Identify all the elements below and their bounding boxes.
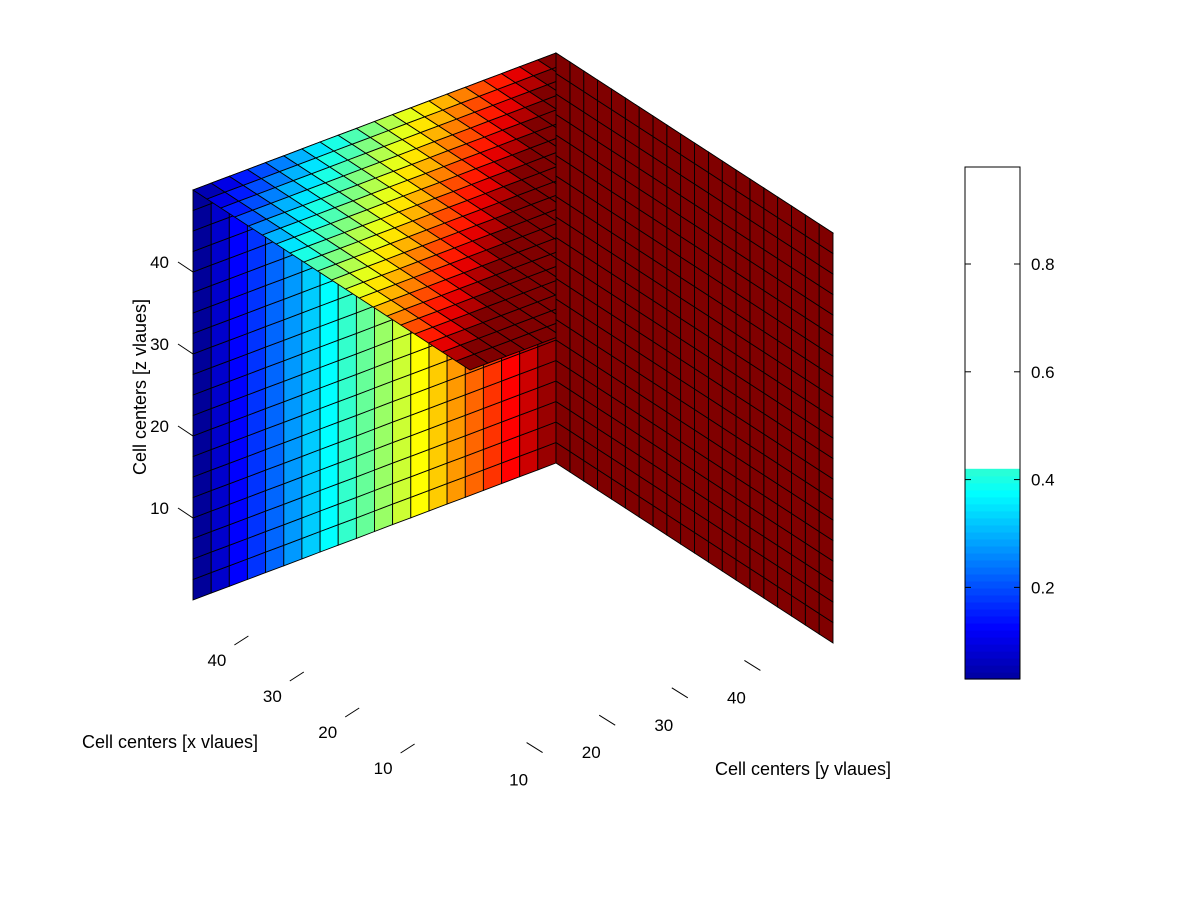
cell-right bbox=[555, 52, 571, 84]
colorbar-swatch bbox=[965, 644, 1020, 652]
x-tick-label: 30 bbox=[263, 687, 282, 706]
colorbar-swatch bbox=[965, 672, 1020, 680]
y-tick bbox=[526, 742, 543, 754]
z-tick bbox=[177, 507, 194, 519]
x-tick bbox=[289, 671, 305, 682]
axes: 10 20 30 40 10 20 30 40 10 20 30 40 Cell centers … bbox=[82, 253, 891, 790]
y-tick bbox=[598, 714, 616, 726]
right-face bbox=[555, 52, 834, 644]
z-axis-title: Cell centers [z vlaues] bbox=[130, 299, 150, 475]
cube-plot bbox=[192, 52, 834, 644]
colorbar-swatch bbox=[965, 503, 1020, 512]
colorbar-swatch bbox=[965, 615, 1020, 624]
colorbar-tick-label: 0.4 bbox=[1031, 471, 1055, 490]
colorbar-swatch bbox=[965, 510, 1020, 519]
y-tick-label: 40 bbox=[727, 688, 746, 707]
z-tick-label: 30 bbox=[150, 335, 169, 354]
y-tick-label: 30 bbox=[654, 716, 673, 735]
colorbar-tick-label: 0.8 bbox=[1031, 255, 1055, 274]
z-tick-label: 10 bbox=[150, 499, 169, 518]
colorbar-swatch bbox=[965, 482, 1020, 491]
y-tick bbox=[744, 659, 761, 671]
colorbar-swatch bbox=[965, 608, 1020, 617]
y-tick bbox=[671, 687, 689, 699]
colorbar-swatch bbox=[965, 651, 1020, 659]
colorbar-swatch bbox=[965, 594, 1020, 603]
colorbar: 0.2 0.4 0.6 0.8 bbox=[964, 166, 1055, 680]
colorbar-swatch bbox=[965, 601, 1020, 610]
z-tick-label: 20 bbox=[150, 417, 169, 436]
z-tick-label: 40 bbox=[150, 253, 169, 272]
colorbar-swatch bbox=[965, 468, 1020, 477]
colorbar-swatch bbox=[965, 559, 1020, 568]
z-tick bbox=[177, 261, 194, 273]
colorbar-swatch bbox=[965, 496, 1020, 505]
colorbar-swatch bbox=[965, 552, 1020, 561]
z-tick bbox=[177, 425, 194, 437]
colorbar-swatch bbox=[965, 524, 1020, 533]
z-axis: 10 20 30 40 bbox=[150, 253, 194, 519]
colorbar-swatch bbox=[965, 665, 1020, 673]
colorbar-swatch bbox=[965, 637, 1020, 645]
colorbar-frame bbox=[964, 166, 1021, 680]
colorbar-swatch bbox=[965, 531, 1020, 540]
y-tick-label: 10 bbox=[509, 771, 528, 790]
x-tick bbox=[400, 743, 415, 754]
x-tick-label: 20 bbox=[318, 723, 337, 742]
x-axis: 10 20 30 40 bbox=[207, 635, 415, 778]
colorbar-tick-label: 0.6 bbox=[1031, 363, 1055, 382]
colorbar-swatch bbox=[965, 545, 1020, 554]
y-axis: 10 20 30 40 bbox=[509, 659, 761, 790]
colorbar-swatch bbox=[965, 566, 1020, 575]
colorbar-swatch bbox=[965, 658, 1020, 666]
colorbar-swatch bbox=[965, 622, 1020, 631]
y-axis-title: Cell centers [y vlaues] bbox=[715, 759, 891, 779]
colorbar-swatch bbox=[965, 573, 1020, 582]
x-axis-title: Cell centers [x vlaues] bbox=[82, 732, 258, 752]
colorbar-swatch bbox=[965, 630, 1020, 638]
x-tick-label: 40 bbox=[207, 651, 226, 670]
colorbar-swatch bbox=[965, 587, 1020, 596]
colorbar-swatch bbox=[965, 517, 1020, 526]
x-tick bbox=[344, 707, 360, 718]
colorbar-swatch bbox=[965, 580, 1020, 589]
colorbar-tick-label: 0.2 bbox=[1031, 578, 1055, 597]
y-tick-label: 20 bbox=[582, 743, 601, 762]
colorbar-swatch bbox=[965, 538, 1020, 547]
colorbar-swatch bbox=[965, 475, 1020, 484]
x-tick bbox=[234, 635, 249, 646]
colorbar-swatch bbox=[965, 489, 1020, 498]
z-tick bbox=[177, 343, 194, 355]
x-tick-label: 10 bbox=[374, 759, 393, 778]
